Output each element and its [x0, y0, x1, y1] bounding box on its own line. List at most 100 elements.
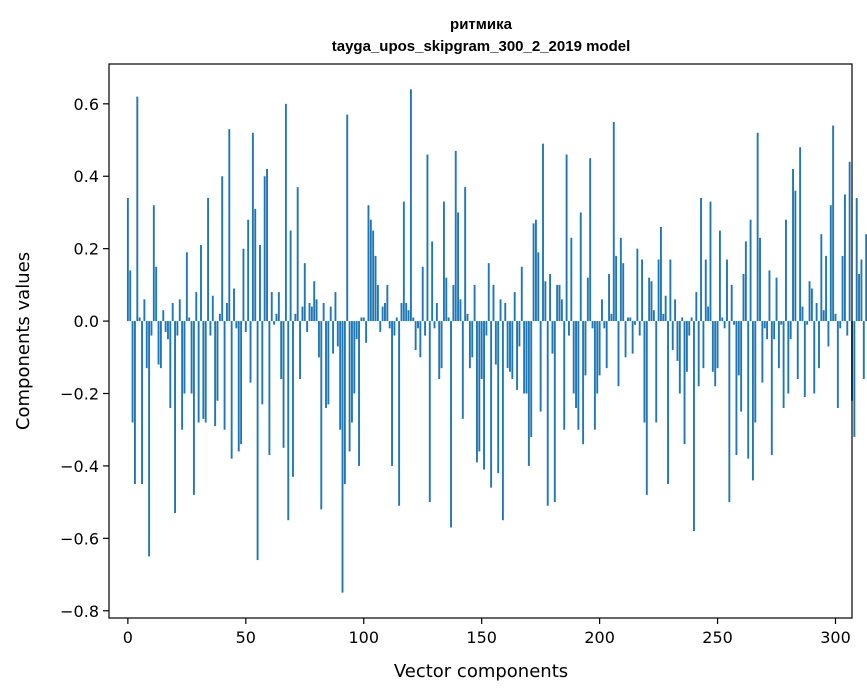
- bar-177: [544, 281, 547, 322]
- bar-262: [744, 241, 747, 322]
- bar-37: [214, 321, 217, 427]
- bar-55: [256, 321, 259, 561]
- bar-169: [525, 321, 528, 394]
- bar-193: [582, 321, 585, 445]
- bar-164: [513, 292, 516, 322]
- bar-286: [801, 306, 804, 322]
- bar-291: [813, 321, 816, 394]
- bar-56: [259, 245, 261, 322]
- bar-303: [841, 255, 844, 322]
- bar-294: [820, 234, 823, 322]
- bar-160: [504, 302, 507, 322]
- bar-65: [280, 321, 283, 380]
- bar-10: [150, 321, 153, 336]
- bar-194: [584, 321, 587, 376]
- bar-287: [803, 321, 806, 398]
- bar-254: [726, 259, 728, 322]
- bar-296: [825, 255, 827, 322]
- bar-264: [749, 219, 752, 322]
- bar-166: [518, 321, 521, 347]
- bar-255: [728, 321, 731, 503]
- bar-102: [367, 205, 370, 322]
- bar-292: [815, 302, 818, 322]
- bar-124: [419, 321, 422, 358]
- bar-282: [792, 169, 794, 322]
- bar-214: [631, 321, 634, 354]
- bar-304: [843, 194, 846, 322]
- bar-168: [523, 321, 526, 394]
- bar-242: [697, 321, 700, 387]
- bar-209: [619, 237, 622, 322]
- bar-4: [136, 96, 139, 322]
- bar-53: [251, 132, 254, 322]
- bar-244: [702, 321, 705, 369]
- bar-281: [789, 321, 792, 340]
- bar-208: [617, 321, 620, 387]
- bar-112: [391, 321, 393, 466]
- bar-34: [207, 197, 210, 322]
- bar-92: [343, 321, 346, 485]
- bar-211: [624, 321, 627, 358]
- bar-293: [818, 321, 820, 369]
- bar-6: [141, 321, 143, 485]
- bar-106: [376, 284, 379, 322]
- bar-75: [303, 263, 306, 322]
- bar-199: [596, 321, 599, 394]
- bar-130: [433, 321, 436, 329]
- bar-223: [652, 310, 655, 322]
- bar-87: [332, 321, 335, 354]
- bar-117: [402, 201, 405, 322]
- bar-267: [756, 132, 759, 322]
- bar-84: [325, 321, 327, 408]
- bar-277: [780, 321, 783, 325]
- bar-247: [709, 201, 712, 322]
- x-tick-label: 100: [348, 628, 379, 647]
- bar-99: [360, 317, 363, 322]
- bar-278: [782, 321, 785, 408]
- bar-62: [273, 321, 276, 325]
- bar-288: [806, 321, 809, 325]
- bar-154: [490, 321, 493, 488]
- bar-283: [794, 190, 797, 322]
- bar-69: [289, 230, 292, 322]
- bar-110: [386, 284, 389, 322]
- bar-90: [339, 321, 342, 430]
- bar-171: [530, 321, 533, 437]
- bar-104: [372, 230, 375, 322]
- bar-123: [417, 321, 419, 329]
- y-tick-label: 0.4: [74, 167, 99, 186]
- y-tick-label: 0.2: [74, 240, 99, 259]
- bar-39: [218, 313, 221, 322]
- bar-19: [171, 302, 174, 322]
- bar-0: [126, 197, 129, 322]
- bar-109: [384, 302, 386, 322]
- bar-150: [480, 321, 483, 380]
- bar-290: [810, 288, 813, 322]
- bar-266: [754, 321, 757, 423]
- bar-44: [230, 321, 233, 459]
- bar-15: [162, 310, 165, 322]
- bar-182: [556, 284, 559, 322]
- bar-252: [721, 317, 724, 322]
- bar-217: [638, 321, 641, 336]
- bar-165: [516, 321, 519, 390]
- bar-175: [539, 321, 542, 412]
- bar-268: [759, 237, 761, 322]
- bar-220: [645, 321, 648, 495]
- bar-81: [317, 321, 320, 358]
- x-tick-label: 300: [820, 628, 851, 647]
- bar-49: [242, 248, 245, 322]
- bar-163: [511, 321, 514, 380]
- bar-147: [473, 284, 476, 322]
- bar-128: [428, 321, 431, 503]
- bar-210: [622, 263, 625, 322]
- bar-40: [221, 176, 224, 322]
- bar-63: [275, 313, 278, 322]
- bar-108: [381, 306, 384, 322]
- bar-265: [751, 321, 754, 481]
- bar-309: [855, 197, 858, 322]
- bar-253: [723, 321, 726, 329]
- bar-258: [735, 321, 738, 456]
- bar-30: [197, 321, 200, 423]
- bar-85: [327, 321, 330, 405]
